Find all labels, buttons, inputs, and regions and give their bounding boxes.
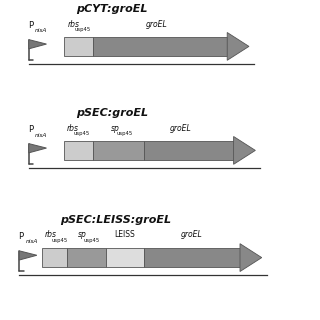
Text: rbs: rbs	[67, 124, 79, 133]
Text: sp: sp	[78, 230, 87, 239]
Polygon shape	[19, 251, 37, 260]
Text: rbs: rbs	[44, 230, 57, 239]
Bar	[144, 248, 240, 267]
Text: rbs: rbs	[68, 20, 80, 29]
Polygon shape	[240, 244, 262, 271]
Text: nisA: nisA	[35, 28, 48, 33]
Text: groEL: groEL	[146, 20, 168, 29]
Text: usp45: usp45	[84, 237, 100, 243]
Text: LEISS: LEISS	[114, 230, 134, 239]
Text: groEL: groEL	[170, 124, 192, 133]
Text: sp: sp	[111, 124, 120, 133]
Text: P: P	[19, 232, 24, 241]
Bar	[144, 141, 234, 160]
Text: usp45: usp45	[74, 131, 90, 136]
Text: P: P	[28, 125, 33, 134]
Polygon shape	[29, 40, 46, 49]
Text: usp45: usp45	[75, 27, 91, 32]
Text: usp45: usp45	[117, 131, 133, 136]
Bar	[67, 248, 106, 267]
Text: P: P	[28, 21, 33, 30]
Bar	[93, 141, 144, 160]
Polygon shape	[29, 144, 46, 153]
Text: nisA: nisA	[26, 239, 38, 244]
Text: pSEC:LEISS:groEL: pSEC:LEISS:groEL	[60, 215, 171, 225]
Bar	[93, 37, 227, 56]
Bar	[64, 37, 93, 56]
Bar	[64, 141, 93, 160]
Bar	[106, 248, 144, 267]
Text: groEL: groEL	[181, 230, 203, 239]
Bar	[42, 248, 67, 267]
Polygon shape	[234, 136, 255, 164]
Text: nisA: nisA	[35, 132, 48, 138]
Polygon shape	[227, 33, 249, 60]
Text: usp45: usp45	[52, 237, 68, 243]
Text: pCYT:groEL: pCYT:groEL	[76, 4, 148, 14]
Text: pSEC:groEL: pSEC:groEL	[76, 108, 148, 118]
